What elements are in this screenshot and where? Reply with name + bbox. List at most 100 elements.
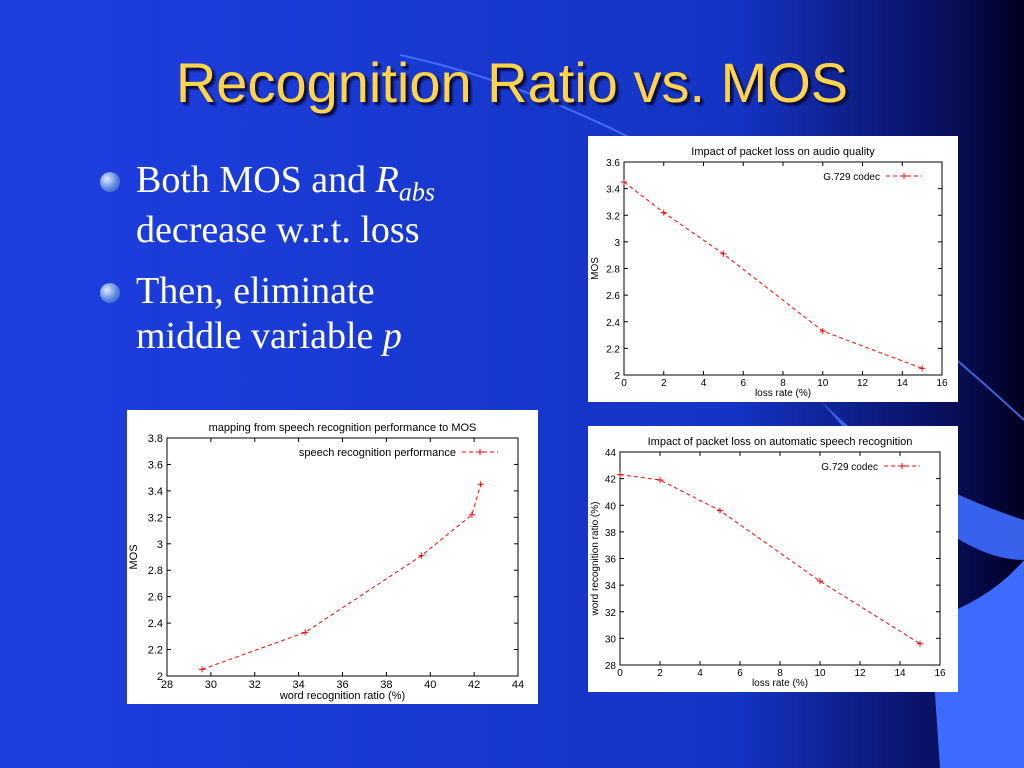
chart-asr-svg: Impact of packet loss on automatic speec… — [590, 436, 946, 689]
chart-mapping: mapping from speech recognition performa… — [127, 410, 538, 704]
x-tick-label: 0 — [617, 668, 623, 679]
data-point — [817, 578, 823, 585]
data-point — [717, 507, 723, 514]
bullet-text: decrease w.r.t. loss — [136, 209, 420, 252]
y-tick-label: 2 — [157, 671, 163, 683]
x-tick-label: 12 — [854, 668, 866, 679]
legend-marker — [477, 449, 483, 455]
y-tick-label: 2 — [614, 371, 620, 382]
x-tick-label: 0 — [621, 378, 627, 389]
data-point — [617, 471, 623, 478]
y-tick-label: 38 — [605, 528, 617, 539]
plot-frame — [166, 437, 519, 677]
bullet-item: Then, eliminate middle variable p — [100, 269, 520, 359]
x-axis-label: word recognition ratio (%) — [279, 690, 405, 702]
series-line — [619, 474, 921, 645]
bullet-icon — [100, 172, 120, 192]
data-point — [418, 552, 425, 559]
y-tick-label: 30 — [605, 634, 617, 645]
y-tick-label: 3.6 — [148, 459, 163, 471]
data-point — [621, 178, 627, 185]
x-tick-label: 40 — [424, 679, 436, 691]
y-tick-label: 36 — [605, 555, 617, 566]
chart-speech-recognition: Impact of packet loss on automatic speec… — [588, 426, 958, 692]
data-point — [919, 365, 926, 372]
y-axis-label: MOS — [128, 544, 140, 569]
y-tick-label: 3.4 — [148, 486, 163, 498]
y-tick-label: 3 — [614, 238, 620, 249]
x-tick-label: 2 — [661, 378, 667, 389]
y-tick-label: 42 — [605, 475, 617, 486]
x-tick-label: 38 — [380, 679, 392, 691]
x-tick-label: 14 — [894, 668, 906, 679]
x-axis-label: loss rate (%) — [752, 678, 808, 689]
data-point — [819, 328, 826, 335]
data-point — [660, 209, 667, 216]
data-point — [720, 250, 727, 257]
y-tick-label: 3.2 — [606, 211, 620, 222]
y-tick-label: 2.8 — [148, 565, 163, 577]
y-tick-label: 2.2 — [148, 645, 163, 657]
bullet-text: middle variable — [136, 314, 383, 357]
y-tick-label: 2.4 — [606, 318, 620, 329]
y-tick-label: 34 — [605, 581, 617, 592]
bullet-subscript: abs — [398, 177, 435, 207]
y-tick-label: 3.8 — [148, 433, 163, 445]
legend-marker — [899, 463, 905, 469]
x-tick-label: 10 — [817, 378, 829, 389]
bullet-icon — [100, 283, 120, 304]
x-tick-label: 30 — [205, 679, 217, 691]
x-tick-label: 16 — [934, 668, 946, 679]
x-tick-label: 12 — [857, 378, 869, 389]
chart-map-svg: mapping from speech recognition performa… — [128, 422, 524, 702]
y-tick-label: 2.2 — [606, 344, 620, 355]
bullet-item: Both MOS and Rabs decrease w.r.t. loss — [100, 158, 520, 253]
chart-title: Impact of packet loss on audio quality — [691, 146, 875, 158]
x-tick-label: 6 — [740, 378, 746, 389]
y-tick-label: 40 — [605, 501, 617, 512]
series-line — [623, 181, 923, 369]
y-axis-label: word recognition ratio (%) — [590, 502, 601, 617]
x-tick-label: 14 — [897, 378, 909, 389]
chart-title: mapping from speech recognition performa… — [209, 422, 477, 434]
y-tick-label: 2.6 — [148, 592, 163, 604]
x-tick-label: 4 — [697, 668, 703, 679]
x-tick-label: 4 — [701, 378, 707, 389]
x-tick-label: 8 — [777, 668, 783, 679]
y-tick-label: 2.8 — [606, 265, 620, 276]
plot-frame — [623, 161, 943, 376]
data-point — [917, 640, 923, 647]
y-tick-label: 2.4 — [148, 618, 163, 630]
data-point — [477, 481, 484, 488]
x-tick-label: 42 — [468, 679, 480, 691]
y-axis-label: MOS — [590, 257, 601, 280]
y-tick-label: 28 — [605, 661, 617, 672]
x-tick-label: 6 — [737, 668, 743, 679]
data-point — [657, 476, 663, 483]
x-tick-label: 8 — [780, 378, 786, 389]
x-tick-label: 36 — [336, 679, 348, 691]
legend-label: G.729 codec — [823, 172, 880, 183]
data-point — [199, 666, 206, 673]
x-tick-label: 2 — [657, 668, 663, 679]
legend-marker — [901, 173, 907, 179]
x-tick-label: 34 — [293, 679, 305, 691]
y-tick-label: 32 — [605, 608, 617, 619]
bullet-list: Both MOS and Rabs decrease w.r.t. loss T… — [100, 158, 520, 375]
x-tick-label: 28 — [161, 679, 173, 691]
series-line — [201, 484, 482, 670]
bullet-variable: R — [375, 159, 399, 201]
slide-title: Recognition Ratio vs. MOS — [175, 51, 849, 114]
chart-title: Impact of packet loss on automatic speec… — [648, 436, 913, 448]
bullet-variable: p — [382, 314, 402, 357]
chart-audio-quality: Impact of packet loss on audio quality 0 2… — [588, 136, 958, 402]
legend-label: speech recognition performance — [299, 447, 456, 459]
x-axis-label: loss rate (%) — [755, 388, 811, 399]
data-point — [468, 511, 475, 518]
x-tick-label: 44 — [512, 679, 524, 691]
y-tick-label: 2.6 — [606, 291, 620, 302]
bullet-text: Then, eliminate — [136, 270, 375, 313]
y-tick-label: 44 — [605, 448, 617, 459]
x-tick-label: 32 — [249, 679, 261, 691]
